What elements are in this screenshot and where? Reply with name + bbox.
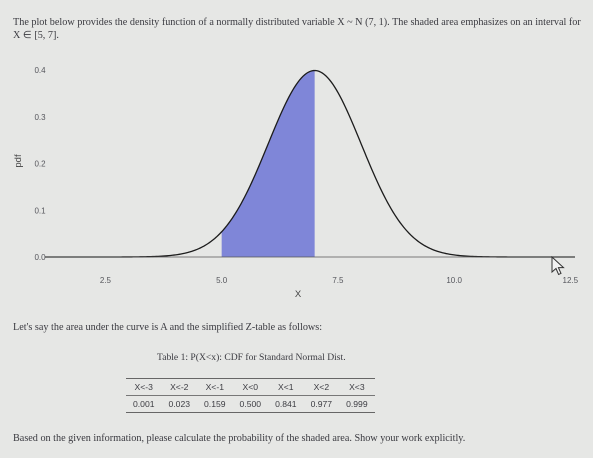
z-table-header: X<0 [232,378,269,396]
z-table-cell: 0.159 [204,399,226,409]
z-table-header: X<2 [303,378,340,396]
z-table-header: X<-3 [126,378,162,396]
z-table-header-row: X<-3 X<-2 X<-1 X<0 X<1 X<2 X<3 [126,378,375,396]
x-tick-label: 10.0 [446,276,462,285]
z-table-header: X<-2 [161,378,198,396]
z-table: X<-3 X<-2 X<-1 X<0 X<1 X<2 X<3 0.001 0.0… [126,378,375,413]
z-table-cell: 0.841 [275,399,297,409]
y-tick-label: 0.0 [34,253,46,262]
y-tick-label: 0.2 [34,160,46,169]
x-axis-label: X [295,289,302,300]
area-statement: Let's say the area under the curve is A … [13,322,323,333]
x-tick-labels: 2.5 5.0 7.5 10.0 12.5 [100,276,579,285]
z-table-header: X<-1 [197,378,233,396]
y-tick-labels: 0.0 0.1 0.2 0.3 0.4 [34,66,46,262]
mouse-pointer-icon [551,256,565,276]
z-table-header: X<1 [268,378,304,396]
x-tick-label: 7.5 [332,276,344,285]
question-prompt: Based on the given information, please c… [13,433,466,444]
x-tick-label: 12.5 [563,276,579,285]
normal-density-chart: 0.0 0.1 0.2 0.3 0.4 2.5 5.0 7.5 10.0 12.5 pdf X [13,66,579,300]
shaded-area [221,70,315,258]
y-axis-label: pdf [13,154,24,168]
z-table-cell: 0.999 [346,399,368,409]
z-table-cell: 0.500 [239,399,262,409]
z-table-cell: 0.977 [310,399,333,409]
table-caption: Table 1: P(X<x): CDF for Standard Normal… [157,352,346,363]
x-tick-label: 5.0 [216,276,228,285]
x-tick-label: 2.5 [100,276,112,285]
z-table-value-row: 0.001 0.023 0.159 0.500 0.841 0.977 0.99… [126,396,375,413]
question-intro: The plot below provides the density func… [13,17,581,41]
z-table-cell: 0.001 [133,399,155,409]
z-table-header: X<3 [339,378,375,396]
y-tick-label: 0.4 [34,66,46,75]
z-table-cell: 0.023 [168,399,191,409]
y-tick-label: 0.1 [34,206,46,215]
y-tick-label: 0.3 [34,113,46,122]
